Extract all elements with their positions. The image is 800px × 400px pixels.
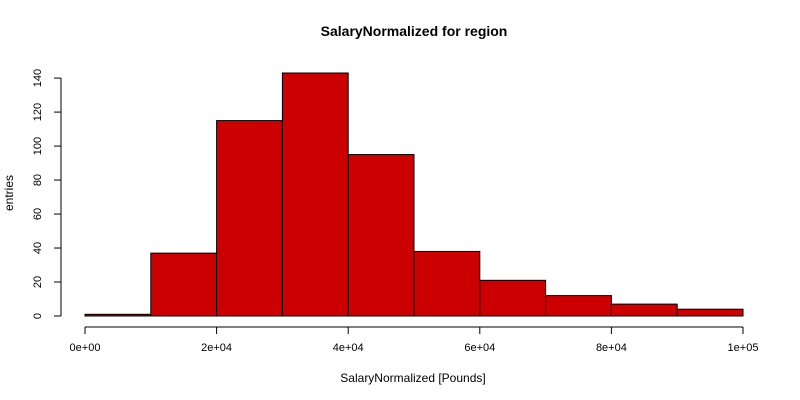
histogram-bar xyxy=(216,120,283,317)
y-tick-label: 120 xyxy=(32,103,44,121)
histogram-bar xyxy=(281,72,349,317)
histogram-bar xyxy=(347,154,415,317)
y-tick-label: 40 xyxy=(32,242,44,254)
histogram-bar xyxy=(150,252,218,317)
x-tick-label: 8e+04 xyxy=(596,342,627,354)
y-tick-label: 100 xyxy=(32,137,44,155)
histogram-bar xyxy=(479,279,547,317)
x-tick-label: 6e+04 xyxy=(464,342,495,354)
histogram-bar xyxy=(413,250,481,317)
x-tick-label: 1e+05 xyxy=(728,342,759,354)
x-axis-label: SalaryNormalized [Pounds] xyxy=(340,371,485,385)
y-axis: 0 20 40 60 80 100 120 140 xyxy=(32,69,62,319)
x-tick-label: 2e+04 xyxy=(201,342,232,354)
histogram-bar xyxy=(610,303,678,317)
y-tick-label: 20 xyxy=(32,276,44,288)
y-tick-label: 0 xyxy=(32,313,44,319)
y-tick-label: 140 xyxy=(32,69,44,87)
histogram-bar xyxy=(676,308,744,317)
chart-title: SalaryNormalized for region xyxy=(321,23,508,39)
histogram-bar xyxy=(545,295,612,317)
bars-group xyxy=(84,72,744,317)
y-axis-label: entries xyxy=(2,175,16,211)
histogram-bar xyxy=(84,313,152,317)
x-tick-label: 0e+00 xyxy=(70,342,101,354)
x-axis: 0e+00 2e+04 4e+04 6e+04 8e+04 1e+05 xyxy=(70,326,759,354)
x-tick-label: 4e+04 xyxy=(333,342,364,354)
y-tick-label: 80 xyxy=(32,174,44,186)
y-tick-label: 60 xyxy=(32,208,44,220)
